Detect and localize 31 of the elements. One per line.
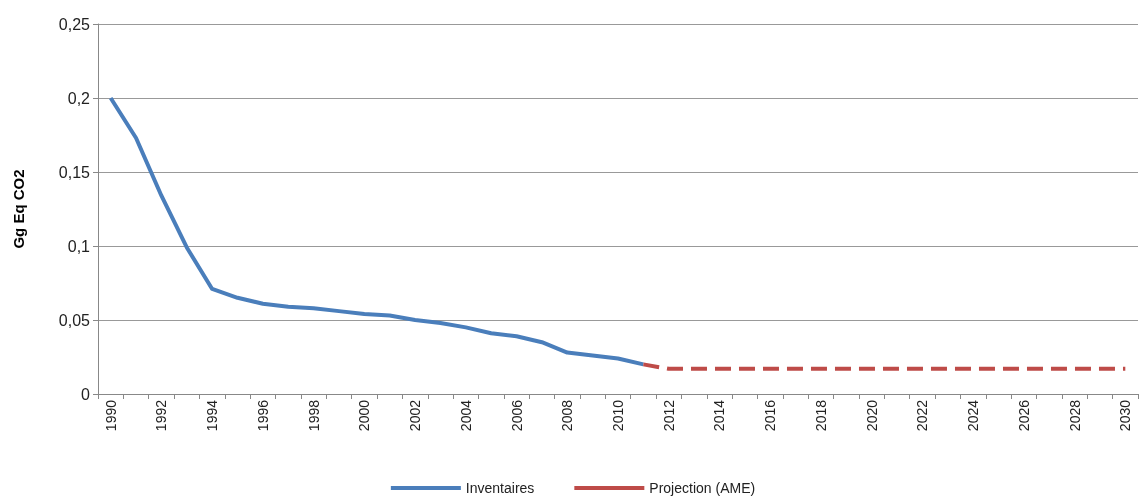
line-series [108, 96, 646, 367]
x-tick-label: 2016 [762, 399, 779, 432]
x-tick-label: 1998 [305, 399, 322, 432]
x-tick-label: 2014 [711, 399, 728, 432]
x-tick-label: 2008 [559, 399, 576, 432]
x-tick-label: 1990 [102, 399, 119, 432]
x-tick-label: 2006 [508, 399, 525, 432]
y-tick-label: 0,25 [58, 15, 91, 33]
x-tick-label: 2022 [914, 399, 931, 432]
x-tick-label: 2004 [457, 399, 474, 432]
x-tick-label: 2002 [407, 399, 424, 432]
x-tick-label: 2018 [812, 399, 829, 432]
legend-label: Inventaires [465, 480, 535, 496]
y-tick-label: 0,2 [67, 89, 91, 107]
x-tick-label: 2028 [1066, 399, 1083, 432]
x-tick-label: 1994 [204, 399, 221, 432]
x-tick-label: 2010 [610, 399, 626, 432]
x-tick-label: 1992 [153, 399, 170, 432]
y-tick-label: 0,1 [67, 237, 91, 255]
y-tick-label: 0 [81, 385, 91, 403]
legend-label: Projection (AME) [649, 480, 756, 496]
y-tick-label: 0,15 [58, 163, 91, 181]
x-tick-label: 1996 [254, 399, 271, 432]
y-tick-label: 0,05 [58, 311, 91, 329]
x-tick-label: 2030 [1117, 399, 1134, 432]
y-axis-title: Gg Eq CO2 [10, 169, 27, 249]
x-tick-label: 2024 [965, 399, 982, 432]
x-tick-label: 2026 [1015, 399, 1032, 432]
x-tick-label: 2012 [660, 399, 677, 432]
x-tick-label: 2000 [356, 399, 373, 432]
x-tick-label: 2020 [863, 399, 880, 432]
